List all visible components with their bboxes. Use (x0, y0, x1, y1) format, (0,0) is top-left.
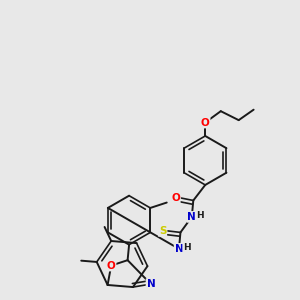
Text: N: N (146, 279, 155, 289)
Text: H: H (183, 243, 190, 252)
Text: H: H (196, 212, 203, 220)
Text: N: N (175, 244, 183, 254)
Text: N: N (188, 212, 196, 222)
Text: O: O (171, 193, 180, 203)
Text: O: O (107, 261, 116, 271)
Text: S: S (159, 226, 166, 236)
Text: O: O (201, 118, 210, 128)
